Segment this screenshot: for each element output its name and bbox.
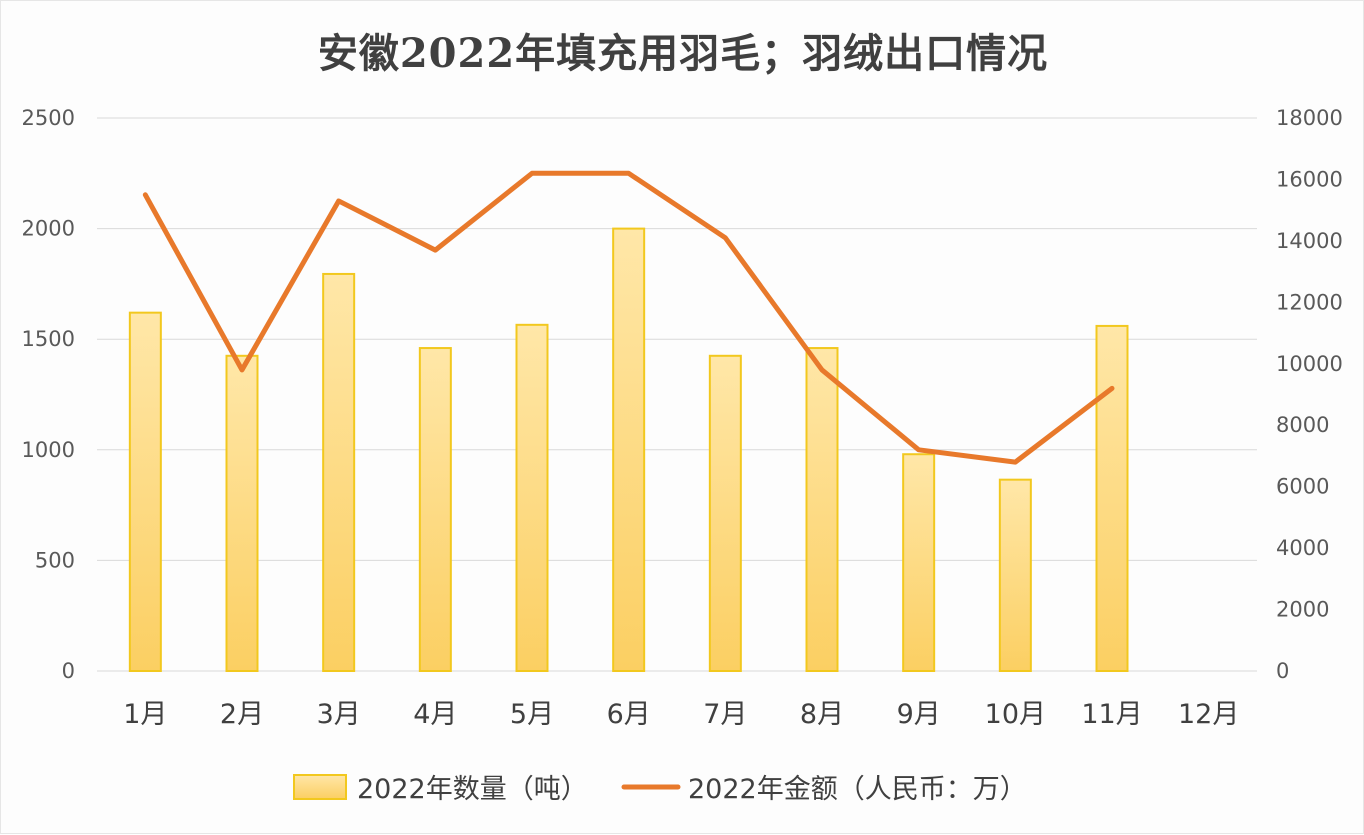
category-label: 9月: [897, 699, 941, 730]
category-label: 8月: [800, 699, 844, 730]
right-tick-label: 14000: [1276, 229, 1343, 253]
legend-label-line: 2022年金额（人民币：万）: [688, 774, 1027, 805]
right-tick-label: 0: [1276, 659, 1289, 683]
right-tick-label: 16000: [1276, 167, 1343, 191]
category-label: 5月: [510, 699, 554, 730]
category-label: 4月: [413, 699, 457, 730]
line-point: [628, 172, 630, 174]
line-point: [241, 369, 243, 371]
bar: [805, 347, 839, 672]
category-label: 1月: [123, 699, 167, 730]
line-point: [724, 237, 726, 239]
right-tick-label: 12000: [1276, 290, 1343, 314]
right-tick-label: 18000: [1276, 106, 1343, 130]
line-point: [531, 172, 533, 174]
category-label: 3月: [317, 699, 361, 730]
line-point: [821, 369, 823, 371]
line-layer: [142, 170, 1115, 465]
x-axis: 1月 2月 3月 4月 5月 6月 7月 8月 9月 10月 11月 12月: [123, 699, 1239, 730]
right-tick-label: 10000: [1276, 352, 1343, 376]
bar: [1095, 324, 1129, 672]
left-tick-label: 2500: [22, 106, 75, 130]
category-label: 7月: [703, 699, 747, 730]
left-tick-label: 500: [35, 548, 75, 572]
right-tick-label: 4000: [1276, 536, 1329, 560]
grid-layer: [97, 117, 1257, 672]
category-label: 10月: [985, 699, 1046, 730]
line-point: [434, 249, 436, 251]
legend-label-bar: 2022年数量（吨）: [357, 774, 588, 805]
line-point: [1111, 387, 1113, 389]
bar: [322, 272, 356, 672]
bar-layer: [128, 227, 1129, 672]
bar: [225, 354, 259, 672]
left-tick-label: 0: [62, 659, 75, 683]
category-label: 11月: [1081, 699, 1142, 730]
line-point: [338, 200, 340, 202]
line-point: [918, 449, 920, 451]
legend-swatch-bar: [293, 774, 347, 800]
left-tick-label: 1500: [22, 327, 75, 351]
left-axis: 0 500 1000 1500 2000 2500: [22, 106, 75, 683]
line-point: [1014, 461, 1016, 463]
line-point: [144, 194, 146, 196]
legend: 2022年数量（吨） 2022年金额（人民币：万）: [293, 774, 1027, 805]
category-label: 12月: [1178, 699, 1239, 730]
right-tick-label: 6000: [1276, 475, 1329, 499]
category-label: 6月: [607, 699, 651, 730]
bar: [708, 354, 742, 672]
chart-title: 安徽2022年填充用羽毛；羽绒出口情况: [317, 30, 1049, 77]
right-tick-label: 2000: [1276, 598, 1329, 622]
category-label: 2月: [220, 699, 264, 730]
bar: [998, 478, 1032, 672]
right-axis: 0 2000 4000 6000 8000 10000 12000 14000 16000 180…: [1276, 106, 1343, 683]
bar: [418, 347, 452, 672]
right-tick-label: 8000: [1276, 413, 1329, 437]
bar: [515, 323, 549, 672]
bar: [612, 227, 646, 672]
bar: [902, 453, 936, 672]
bar: [128, 311, 162, 672]
left-tick-label: 2000: [22, 217, 75, 241]
left-tick-label: 1000: [22, 438, 75, 462]
